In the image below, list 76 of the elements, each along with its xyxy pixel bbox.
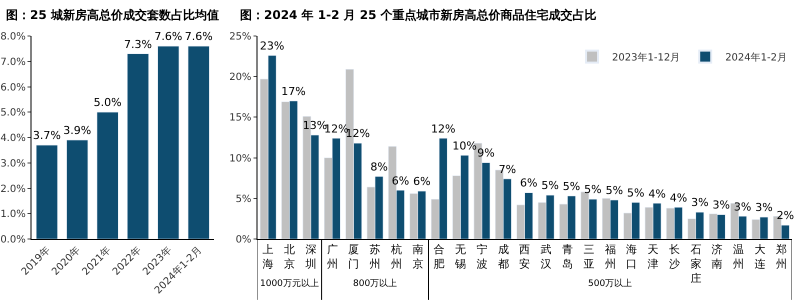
data-label: 3%: [712, 198, 730, 212]
x-tick-label: 西安: [519, 243, 530, 270]
x-tick-label: 青岛: [562, 243, 574, 270]
x-tick-label: 南京: [412, 243, 424, 270]
y-tick-label: 4.0%: [0, 133, 26, 144]
x-tick-label: 天津: [648, 243, 659, 270]
x-tick-label: 武汉: [540, 243, 552, 270]
y-tick-label: 5.0%: [0, 108, 26, 119]
y-tick-label: 0%: [236, 234, 252, 246]
data-label: 4%: [670, 191, 688, 204]
x-tick-label: 石家庄: [690, 243, 702, 285]
data-label: 23%: [260, 39, 284, 52]
x-tick-label: 海口: [626, 243, 638, 270]
x-tick-label: 杭州: [390, 243, 402, 270]
text: 1000万元以上: [260, 278, 319, 289]
legend-label: 2023年1-12月: [612, 51, 680, 64]
data-label: 3%: [691, 196, 709, 210]
data-label: 7.6%: [154, 30, 182, 44]
y-tick-label: 1.0%: [0, 209, 26, 220]
chart-title: 图：2024 年 1-2 月 25 个重点城市新房高总价商品住宅成交占比: [240, 8, 597, 22]
x-tick-label: 厦门: [348, 243, 360, 270]
x-tick-label: 宁波: [476, 243, 488, 270]
y-tick-label: 25%: [229, 32, 252, 42]
data-label: 7.3%: [124, 38, 152, 51]
x-tick-label: 济南: [712, 243, 723, 270]
y-tick-label: 0.0%: [0, 234, 26, 246]
data-label: 9%: [477, 146, 495, 160]
y-tick-label: 7.0%: [0, 56, 26, 68]
data-label: 4%: [648, 187, 666, 200]
data-label: 17%: [281, 84, 306, 98]
y-tick-label: 15%: [229, 112, 252, 124]
x-tick-label: 合肥: [434, 243, 445, 270]
x-tick-label: 成都: [498, 243, 509, 270]
text: 800万以上: [353, 278, 398, 289]
data-label: 5.0%: [94, 96, 122, 110]
chart-title: 图：25 城新房高总价成交套数占比均值: [6, 8, 219, 22]
y-tick-label: 3.0%: [0, 158, 26, 170]
data-label: 6%: [413, 175, 431, 188]
text: 500万以上: [588, 278, 632, 289]
legend-label: 2024年1-2月: [725, 51, 787, 64]
data-label: 3%: [734, 200, 752, 214]
x-tick-label: 广州: [326, 243, 338, 270]
data-label: 3%: [755, 201, 773, 214]
data-label: 5%: [562, 180, 580, 193]
y-tick-label: 20%: [229, 72, 252, 84]
data-label: 5%: [606, 184, 624, 198]
data-label: 7.6%: [184, 30, 213, 44]
data-label: 12%: [324, 122, 349, 136]
x-tick-label: 郑州: [776, 243, 787, 270]
y-tick-label: 10%: [229, 153, 252, 164]
x-tick-label: 深圳: [304, 243, 316, 270]
data-label: 8%: [370, 160, 388, 174]
x-tick-label: 大连: [754, 243, 766, 270]
x-tick-label: 苏州: [370, 243, 381, 270]
data-label: 5%: [626, 186, 644, 200]
x-tick-label: 无锡: [454, 243, 466, 270]
x-tick-label: 北京: [284, 243, 296, 270]
data-label: 6%: [392, 174, 410, 188]
y-tick-label: 2.0%: [0, 184, 26, 195]
data-label: 10%: [452, 139, 477, 152]
data-label: 5%: [541, 179, 559, 192]
data-label: 3.9%: [63, 124, 92, 138]
data-label: 7%: [498, 162, 516, 176]
x-tick-label: 福州: [604, 243, 616, 270]
data-label: 12%: [430, 122, 456, 136]
y-tick-label: 6.0%: [0, 82, 26, 94]
x-tick-label: 长沙: [668, 243, 680, 270]
y-tick-label: 8.0%: [0, 32, 26, 42]
x-tick-label: 三亚: [583, 243, 594, 270]
data-label: 3.7%: [32, 129, 61, 142]
x-tick-label: 温州: [733, 243, 744, 270]
data-label: 2%: [776, 209, 794, 222]
x-tick-label: 上海: [262, 243, 274, 270]
y-tick-label: 5%: [236, 194, 252, 205]
data-label: 6%: [520, 176, 538, 190]
data-label: 5%: [584, 183, 602, 196]
